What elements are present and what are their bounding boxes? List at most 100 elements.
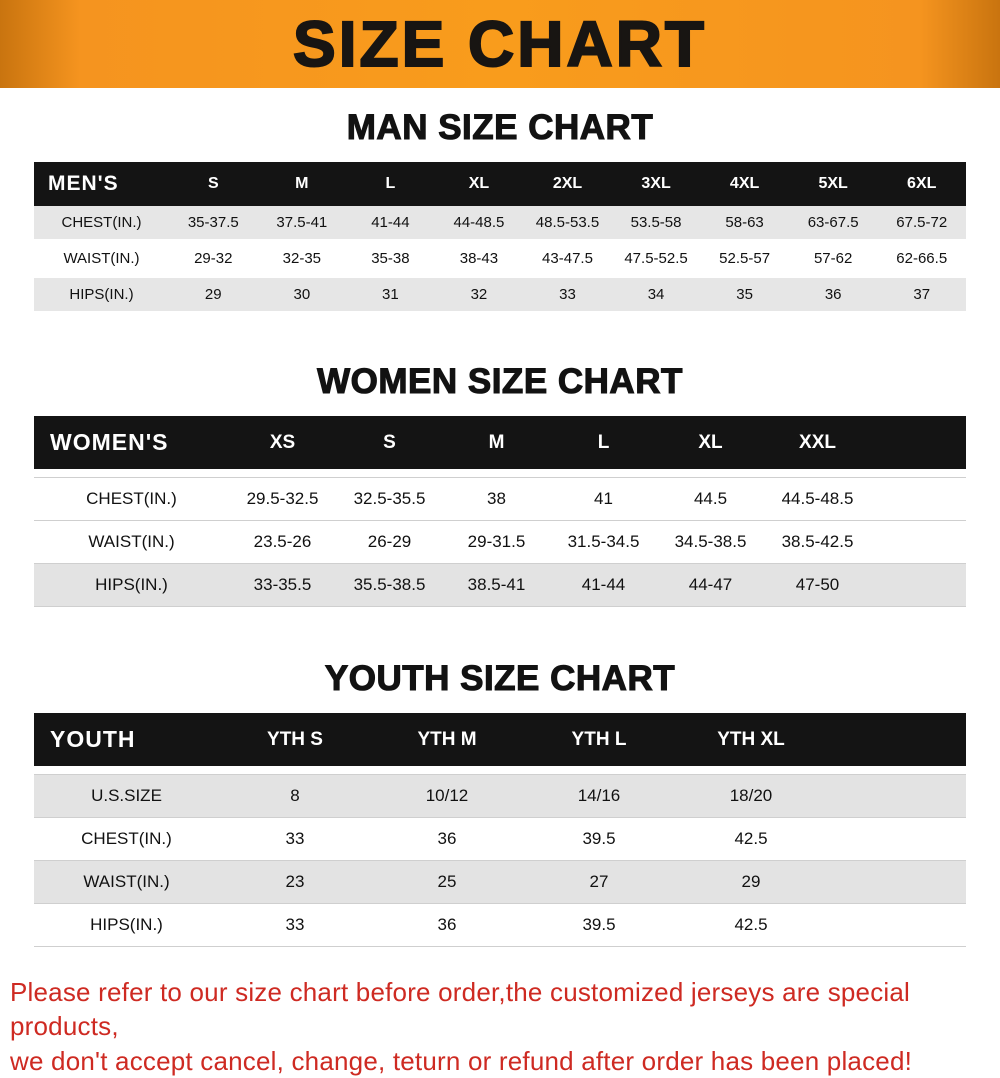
value-cell: 31.5-34.5 bbox=[567, 532, 640, 551]
column-header: YTH XL bbox=[717, 728, 785, 750]
value-cell: 38.5-42.5 bbox=[781, 532, 854, 551]
column-header: M bbox=[295, 175, 309, 192]
value-cell: 47-50 bbox=[795, 575, 840, 594]
table-body: U.S.SIZE 8 10/12 14/16 18/20 CHEST(IN.) 33 36 39… bbox=[34, 774, 966, 947]
value-cell: 52.5-57 bbox=[719, 250, 771, 267]
order-policy-note: Please refer to our size chart before or… bbox=[10, 975, 990, 1078]
value-cell: 44.5 bbox=[693, 489, 728, 508]
value-cell: 29 bbox=[204, 286, 222, 303]
value-cell: 27 bbox=[589, 872, 609, 891]
size-chart-banner: SIZE CHART bbox=[0, 0, 1000, 88]
column-header: M bbox=[488, 431, 505, 453]
value-cell: 42.5 bbox=[734, 915, 768, 934]
table-row: WAIST(IN.) 29-32 32-35 35-38 38-43 43-47.5 47.… bbox=[34, 242, 966, 278]
column-header: 5XL bbox=[818, 175, 848, 192]
value-cell: 23.5-26 bbox=[253, 532, 312, 551]
column-header: 4XL bbox=[729, 175, 760, 192]
value-cell: 57-62 bbox=[813, 250, 853, 267]
row-label: HIPS(IN.) bbox=[69, 286, 134, 303]
value-cell: 41-44 bbox=[581, 575, 626, 594]
table-row: U.S.SIZE 8 10/12 14/16 18/20 bbox=[34, 774, 966, 818]
column-header: S bbox=[383, 431, 396, 453]
value-cell: 44-47 bbox=[688, 575, 733, 594]
value-cell: 25 bbox=[437, 872, 457, 891]
value-cell: 62-66.5 bbox=[896, 250, 948, 267]
value-cell: 38 bbox=[487, 489, 506, 508]
value-cell: 48.5-53.5 bbox=[535, 214, 600, 231]
table-header-row: YOUTH YTH S YTH M YTH L YTH XL bbox=[34, 713, 966, 766]
mens-size-table: MEN'S S M L XL 2XL 3XL 4XL 5XL 6XL CHEST(IN.) 35-37… bbox=[34, 162, 966, 314]
value-cell: 38.5-41 bbox=[467, 575, 526, 594]
table-body: CHEST(IN.) 35-37.5 37.5-41 41-44 44-48.5 48.5… bbox=[34, 206, 966, 314]
value-cell: 31 bbox=[382, 286, 399, 303]
table-row: WAIST(IN.) 23 25 27 29 bbox=[34, 861, 966, 904]
column-header: XS bbox=[269, 431, 296, 453]
table-body: CHEST(IN.) 29.5-32.5 32.5-35.5 38 41 44.5 44.5… bbox=[34, 477, 966, 607]
row-label: WAIST(IN.) bbox=[63, 250, 140, 267]
row-label: HIPS(IN.) bbox=[95, 575, 168, 594]
column-header: 3XL bbox=[641, 175, 671, 192]
column-header: XL bbox=[468, 175, 490, 192]
order-policy-line-2: we don't accept cancel, change, teturn o… bbox=[10, 1045, 913, 1076]
value-cell: 29-31.5 bbox=[467, 532, 526, 551]
value-cell: 53.5-58 bbox=[630, 214, 682, 231]
row-label: CHEST(IN.) bbox=[86, 489, 177, 508]
value-cell: 44.5-48.5 bbox=[781, 489, 854, 508]
table-row: CHEST(IN.) 29.5-32.5 32.5-35.5 38 41 44.5 44.5… bbox=[34, 477, 966, 521]
table-header-row: MEN'S S M L XL 2XL 3XL 4XL 5XL 6XL bbox=[34, 162, 966, 206]
row-label: CHEST(IN.) bbox=[61, 214, 142, 231]
value-cell: 43-47.5 bbox=[542, 250, 593, 267]
value-cell: 33 bbox=[559, 286, 576, 303]
column-header: 2XL bbox=[552, 175, 583, 192]
banner-title: SIZE CHART bbox=[292, 7, 707, 81]
column-header: YTH M bbox=[417, 728, 477, 750]
row-label: HIPS(IN.) bbox=[90, 915, 163, 934]
column-header: XXL bbox=[799, 431, 836, 453]
value-cell: 41-44 bbox=[371, 214, 410, 231]
column-header: YTH L bbox=[571, 728, 627, 750]
man-section-heading: MAN SIZE CHART bbox=[346, 107, 654, 147]
value-cell: 38-43 bbox=[459, 250, 499, 267]
youth-size-table: YOUTH YTH S YTH M YTH L YTH XL U.S.SIZE 8 10/12… bbox=[34, 713, 966, 947]
value-cell: 35.5-38.5 bbox=[353, 575, 426, 594]
women-size-section: WOMEN SIZE CHART WOMEN'S XS S M L XL XXL CHEST(… bbox=[0, 361, 1000, 607]
value-cell: 18/20 bbox=[729, 786, 773, 805]
value-cell: 33 bbox=[285, 829, 305, 848]
value-cell: 33-35.5 bbox=[253, 575, 312, 594]
table-row: CHEST(IN.) 35-37.5 37.5-41 41-44 44-48.5 48.5… bbox=[34, 206, 966, 242]
value-cell: 29.5-32.5 bbox=[246, 489, 319, 508]
value-cell: 23 bbox=[285, 872, 305, 891]
value-cell: 32 bbox=[470, 286, 488, 303]
table-row: CHEST(IN.) 33 36 39.5 42.5 bbox=[34, 818, 966, 861]
table-title-cell: WOMEN'S bbox=[50, 429, 169, 455]
value-cell: 63-67.5 bbox=[807, 214, 859, 231]
column-header: 6XL bbox=[907, 175, 937, 192]
value-cell: 39.5 bbox=[582, 915, 616, 934]
value-cell: 29 bbox=[741, 872, 761, 891]
value-cell: 34.5-38.5 bbox=[674, 532, 747, 551]
value-cell: 37 bbox=[913, 286, 931, 303]
value-cell: 39.5 bbox=[582, 829, 616, 848]
youth-size-section: YOUTH SIZE CHART YOUTH YTH S YTH M YTH L YTH… bbox=[0, 658, 1000, 947]
value-cell: 29-32 bbox=[194, 250, 233, 267]
womens-size-table: WOMEN'S XS S M L XL XXL CHEST(IN.) 29.5-32.5 32.5… bbox=[34, 416, 966, 607]
row-label: WAIST(IN.) bbox=[83, 872, 170, 891]
women-section-heading: WOMEN SIZE CHART bbox=[317, 361, 683, 401]
table-header-row: WOMEN'S XS S M L XL XXL bbox=[34, 416, 966, 469]
order-policy-line-1: Please refer to our size chart before or… bbox=[10, 977, 911, 1042]
value-cell: 26-29 bbox=[367, 532, 412, 551]
column-header: S bbox=[207, 175, 219, 192]
value-cell: 36 bbox=[437, 829, 457, 848]
table-row: HIPS(IN.) 33 36 39.5 42.5 bbox=[34, 904, 966, 947]
table-title-cell: YOUTH bbox=[50, 726, 136, 752]
value-cell: 34 bbox=[647, 286, 665, 303]
column-header: YTH S bbox=[267, 728, 323, 750]
value-cell: 67.5-72 bbox=[896, 214, 948, 231]
row-label: U.S.SIZE bbox=[91, 786, 162, 805]
value-cell: 42.5 bbox=[734, 829, 768, 848]
table-row: WAIST(IN.) 23.5-26 26-29 29-31.5 31.5-34.5 34… bbox=[34, 521, 966, 564]
value-cell: 32.5-35.5 bbox=[353, 489, 426, 508]
row-label: CHEST(IN.) bbox=[81, 829, 172, 848]
value-cell: 44-48.5 bbox=[453, 214, 505, 231]
value-cell: 32-35 bbox=[282, 250, 322, 267]
